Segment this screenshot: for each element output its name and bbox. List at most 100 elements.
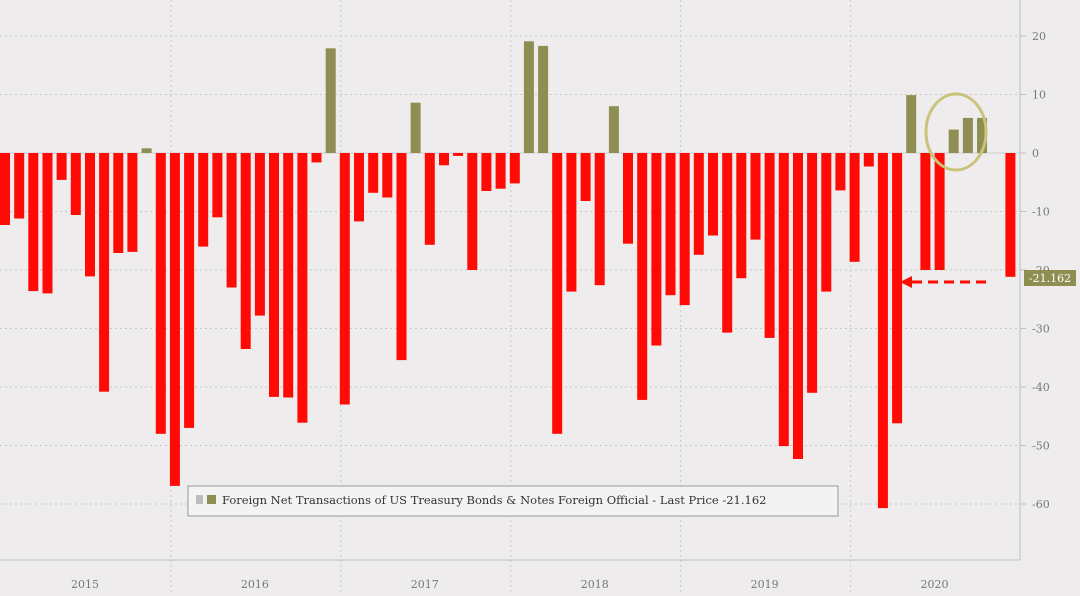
- last-price-label: -21.162: [1024, 270, 1076, 286]
- bar-negative: [453, 153, 464, 156]
- x-tick-labels: 2015 2016 2017 2018 2019 2020: [71, 578, 949, 591]
- bar-negative: [623, 153, 633, 244]
- bar-positive: [325, 48, 336, 153]
- x-tick-label: 2015: [71, 578, 99, 591]
- bar-negative: [693, 153, 704, 255]
- bar-positive: [977, 117, 987, 153]
- bar-positive: [608, 106, 619, 153]
- y-tick-label: -10: [1032, 206, 1050, 219]
- bar-negative: [764, 153, 775, 338]
- bar-negative: [311, 153, 322, 163]
- x-tick-label: 2020: [921, 578, 949, 591]
- y-tick-label: -30: [1032, 323, 1050, 336]
- bar-negative: [637, 153, 648, 400]
- bar-negative: [368, 153, 379, 193]
- bar-negative: [877, 153, 888, 509]
- bar-negative: [226, 153, 237, 288]
- bar-negative: [339, 153, 350, 405]
- bar-negative: [594, 153, 605, 286]
- annotations: [900, 92, 990, 288]
- bar-negative: [934, 153, 945, 270]
- bar-negative: [283, 153, 294, 398]
- bar-negative: [424, 153, 435, 245]
- bar-negative: [42, 153, 53, 294]
- bar-negative: [212, 153, 223, 218]
- bar-negative: [396, 153, 407, 361]
- bar-negative: [467, 153, 478, 270]
- highlight-circle: [924, 92, 988, 172]
- bars: [0, 41, 1016, 509]
- bar-negative: [481, 153, 492, 191]
- bar-negative: [28, 153, 39, 292]
- bar-negative: [297, 153, 308, 423]
- bar-positive: [410, 102, 421, 153]
- bar-negative: [127, 153, 138, 252]
- bar-negative: [552, 153, 563, 434]
- bar-negative: [778, 153, 789, 447]
- legend-swatch: [207, 495, 216, 504]
- bar-negative: [807, 153, 818, 393]
- x-tick-label: 2018: [581, 578, 609, 591]
- bar-negative: [354, 153, 364, 222]
- bar-negative: [169, 153, 180, 486]
- bar-negative: [198, 153, 209, 247]
- y-tick-label: 10: [1032, 89, 1046, 102]
- bar-negative: [56, 153, 67, 180]
- bar-negative: [736, 153, 747, 279]
- bar-negative: [566, 153, 577, 292]
- bar-negative: [113, 153, 124, 253]
- bar-negative: [920, 153, 931, 270]
- bar-negative: [580, 153, 591, 201]
- bar-positive: [948, 129, 959, 153]
- bar-positive: [523, 41, 534, 153]
- bar-negative: [155, 153, 166, 434]
- bar-negative: [495, 153, 506, 189]
- bar-positive: [141, 148, 152, 153]
- bar-negative: [708, 153, 718, 236]
- bar-negative: [1005, 153, 1016, 277]
- y-tick-label: 20: [1032, 30, 1046, 43]
- bar-negative: [750, 153, 761, 240]
- legend-text: Foreign Net Transactions of US Treasury …: [222, 493, 766, 507]
- bar-negative: [849, 153, 860, 262]
- bar-negative: [679, 153, 690, 306]
- y-tick-label: 0: [1032, 147, 1039, 160]
- x-tick-label: 2019: [751, 578, 779, 591]
- bar-negative: [85, 153, 95, 277]
- bar-positive: [538, 45, 549, 153]
- bar-negative: [240, 153, 251, 349]
- bar-negative: [14, 153, 25, 219]
- bar-negative: [99, 153, 110, 392]
- bar-negative: [835, 153, 846, 191]
- y-tick-label: -40: [1032, 381, 1050, 394]
- bar-positive: [962, 117, 973, 153]
- bar-negative: [665, 153, 676, 296]
- bar-negative: [892, 153, 903, 424]
- bar-negative: [821, 153, 832, 292]
- bar-negative: [184, 153, 195, 428]
- y-tick-label: -60: [1032, 498, 1050, 511]
- x-tick-label: 2017: [411, 578, 439, 591]
- bar-negative: [0, 153, 10, 225]
- legend-box: [187, 485, 839, 517]
- bar-negative: [70, 153, 81, 215]
- y-tick-label: -50: [1032, 440, 1050, 453]
- bar-negative: [382, 153, 393, 198]
- bar-negative: [863, 153, 874, 167]
- bar-negative: [269, 153, 279, 397]
- bar-negative: [254, 153, 265, 316]
- legend-swatch-outer: [196, 495, 203, 504]
- bar-negative: [509, 153, 520, 184]
- last-price-label-text: -21.162: [1029, 272, 1071, 285]
- bar-negative: [651, 153, 662, 346]
- arrow-head: [900, 276, 912, 288]
- bar-positive: [906, 95, 917, 153]
- x-tick-label: 2016: [241, 578, 269, 591]
- bar-negative: [793, 153, 803, 459]
- bar-negative: [439, 153, 449, 166]
- last-price-label-bg: [1024, 270, 1076, 286]
- legend: Foreign Net Transactions of US Treasury …: [187, 485, 839, 517]
